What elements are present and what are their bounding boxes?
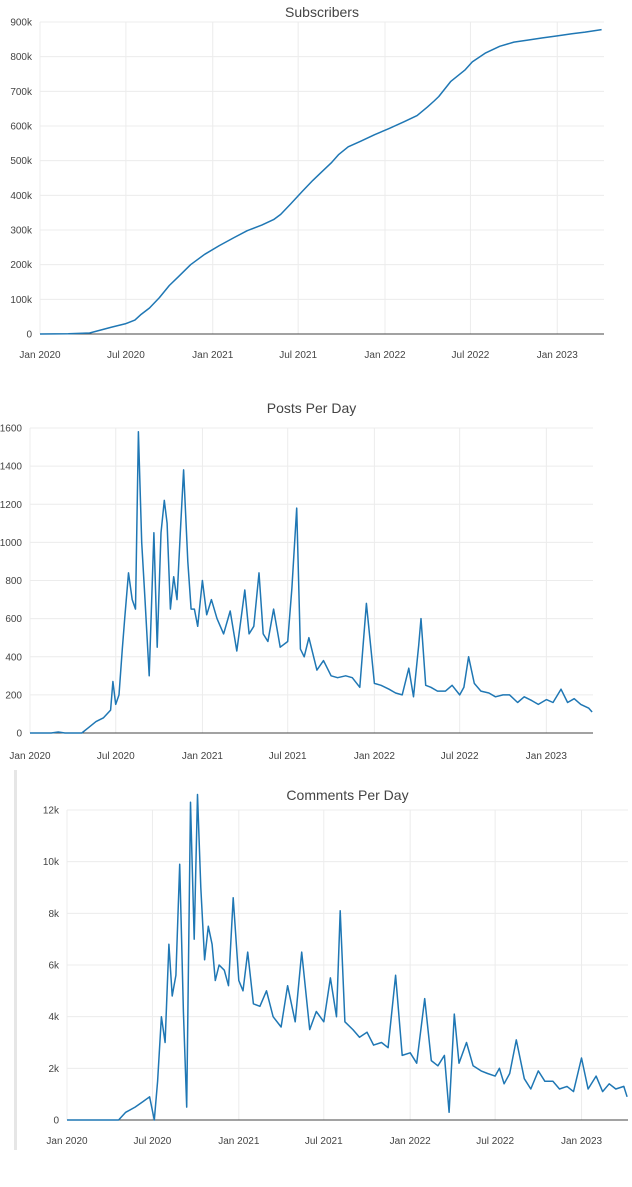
posts-y-tick-label: 400	[5, 652, 22, 663]
comments-x-tick-label: Jan 2020	[46, 1136, 88, 1147]
comments-x-tick-label: Jan 2021	[218, 1136, 260, 1147]
subscribers-y-tick-label: 700k	[10, 87, 33, 98]
comments-x-tick-label: Jul 2022	[476, 1136, 514, 1147]
posts-per-day-chart-panel: Posts Per Day 0 200 400 600 800 1000 1200 1400 16…	[0, 384, 632, 768]
comments-y-tick-label: 2k	[48, 1064, 60, 1075]
subscribers-chart-panel: Subscribers 0 100k 200k 300k 400k 500k 600k 700k…	[0, 0, 632, 378]
comments-x-tick-label: Jan 2023	[561, 1136, 603, 1147]
posts-y-tick-label: 1000	[0, 538, 22, 549]
subscribers-x-tick-label: Jan 2020	[19, 350, 61, 361]
subscribers-y-tick-label: 200k	[10, 260, 33, 271]
subscribers-y-tick-label: 900k	[10, 18, 33, 29]
posts-x-tick-label: Jan 2021	[182, 751, 224, 762]
comments-x-tick-label: Jan 2022	[390, 1136, 432, 1147]
subscribers-y-tick-label: 800k	[10, 52, 33, 63]
comments-y-tick-label: 6k	[48, 961, 60, 972]
posts-y-tick-label: 600	[5, 614, 22, 625]
posts-x-tick-label: Jan 2023	[526, 751, 568, 762]
posts-y-tick-label: 1200	[0, 500, 22, 511]
subscribers-chart-title: Subscribers	[285, 4, 359, 20]
subscribers-y-tick-label: 300k	[10, 226, 33, 237]
subscribers-x-tick-label: Jan 2023	[537, 350, 579, 361]
comments-y-tick-label: 0	[53, 1116, 59, 1127]
posts-x-tick-label: Jul 2022	[441, 751, 479, 762]
comments-y-tick-label: 12k	[43, 806, 60, 817]
comments-y-tick-label: 10k	[43, 857, 60, 868]
comments-chart-svg: Comments Per Day 0 2k 4k 6k 8k 10k 12k Jan 2020 J…	[43, 787, 628, 1147]
posts-x-tick-label: Jan 2020	[9, 751, 51, 762]
subscribers-x-tick-label: Jan 2021	[192, 350, 234, 361]
posts-y-tick-label: 800	[5, 576, 22, 587]
subscribers-x-tick-label: Jul 2022	[452, 350, 490, 361]
subscribers-y-tick-label: 100k	[10, 295, 33, 306]
subscribers-x-tick-label: Jan 2022	[364, 350, 406, 361]
posts-y-tick-label: 200	[5, 690, 22, 701]
comments-y-tick-label: 4k	[48, 1012, 60, 1023]
subscribers-y-tick-label: 600k	[10, 122, 33, 133]
posts-y-tick-label: 1600	[0, 424, 22, 435]
posts-chart-title: Posts Per Day	[267, 400, 356, 416]
comments-x-tick-label: Jul 2020	[134, 1136, 172, 1147]
comments-series-line	[67, 793, 628, 1121]
comments-chart-title: Comments Per Day	[286, 787, 408, 803]
subscribers-chart-svg: Subscribers 0 100k 200k 300k 400k 500k 600k 700k…	[10, 4, 604, 361]
subscribers-x-tick-label: Jul 2020	[107, 350, 145, 361]
subscribers-y-tick-label: 0	[26, 330, 32, 341]
comments-y-tick-label: 8k	[48, 909, 60, 920]
posts-x-tick-label: Jul 2020	[97, 751, 135, 762]
subscribers-y-tick-label: 400k	[10, 191, 33, 202]
comments-per-day-chart-panel: Comments Per Day 0 2k 4k 6k 8k 10k 12k Jan 2020 J…	[14, 770, 632, 1150]
posts-chart-svg: Posts Per Day 0 200 400 600 800 1000 1200 1400 16…	[0, 400, 593, 762]
posts-x-tick-label: Jan 2022	[354, 751, 396, 762]
comments-x-tick-label: Jul 2021	[305, 1136, 343, 1147]
posts-y-tick-label: 0	[16, 729, 22, 740]
posts-series-line	[30, 431, 593, 734]
posts-x-tick-label: Jul 2021	[269, 751, 307, 762]
subscribers-y-tick-label: 500k	[10, 156, 33, 167]
subscribers-series-line	[39, 28, 602, 335]
posts-y-tick-label: 1400	[0, 462, 22, 473]
subscribers-x-tick-label: Jul 2021	[279, 350, 317, 361]
